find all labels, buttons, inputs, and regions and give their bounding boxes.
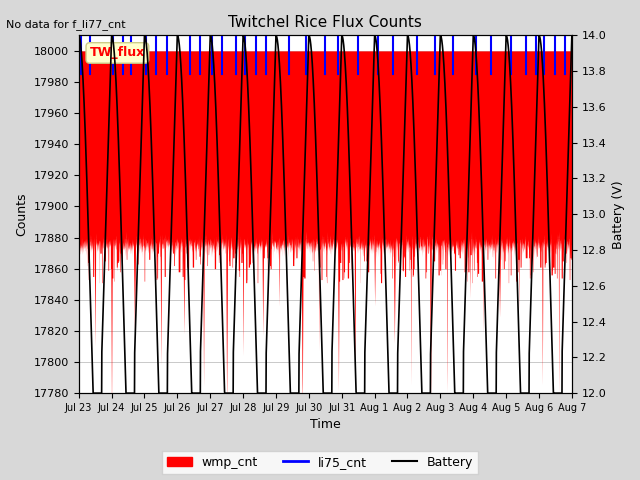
Text: No data for f_li77_cnt: No data for f_li77_cnt: [6, 19, 126, 30]
Y-axis label: Battery (V): Battery (V): [612, 180, 625, 249]
X-axis label: Time: Time: [310, 419, 340, 432]
Title: Twitchel Rice Flux Counts: Twitchel Rice Flux Counts: [228, 15, 422, 30]
Legend: wmp_cnt, li75_cnt, Battery: wmp_cnt, li75_cnt, Battery: [162, 451, 478, 474]
Y-axis label: Counts: Counts: [15, 192, 28, 236]
Text: TW_flux: TW_flux: [90, 47, 145, 60]
